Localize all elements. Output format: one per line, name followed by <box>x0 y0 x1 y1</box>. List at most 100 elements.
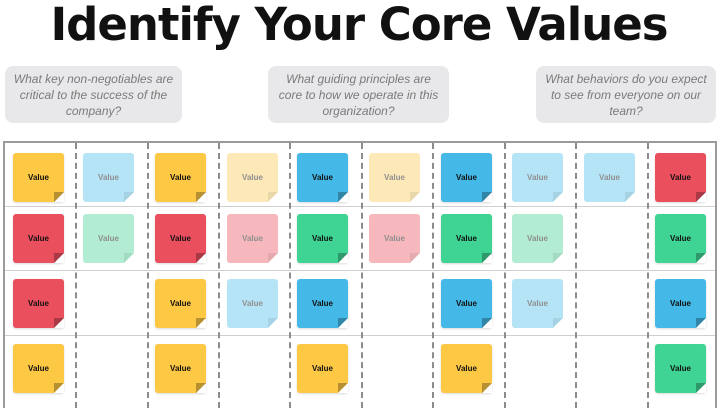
page-curl-icon <box>553 318 563 328</box>
sticky-note-value[interactable]: Value <box>227 214 278 263</box>
sticky-note-value[interactable]: Value <box>369 153 420 202</box>
page-curl-shadow <box>268 192 278 202</box>
sticky-note-value[interactable]: Value <box>13 344 64 393</box>
column-divider <box>575 143 577 408</box>
page-curl-shadow <box>54 192 64 202</box>
sticky-note-label: Value <box>242 234 263 243</box>
page-curl-icon <box>410 192 420 202</box>
sticky-note-label: Value <box>527 299 548 308</box>
page-curl-shadow <box>696 318 706 328</box>
sticky-note-label: Value <box>98 173 119 182</box>
sticky-note-value[interactable]: Value <box>655 344 706 393</box>
sticky-note-value[interactable]: Value <box>655 153 706 202</box>
page-curl-icon <box>625 192 635 202</box>
sticky-note-value[interactable]: Value <box>369 214 420 263</box>
page-curl-icon <box>268 253 278 263</box>
sticky-note-value[interactable]: Value <box>512 214 563 263</box>
sticky-note-value[interactable]: Value <box>13 153 64 202</box>
sticky-note-value[interactable]: Value <box>297 214 348 263</box>
sticky-note-value[interactable]: Value <box>155 214 206 263</box>
row-divider <box>5 206 715 207</box>
sticky-note-label: Value <box>312 173 333 182</box>
sticky-note-value[interactable]: Value <box>441 153 492 202</box>
sticky-note-value[interactable]: Value <box>13 214 64 263</box>
column-divider <box>432 143 434 408</box>
page-curl-shadow <box>268 318 278 328</box>
sticky-note-label: Value <box>170 299 191 308</box>
page-curl-shadow <box>268 253 278 263</box>
sticky-note-value[interactable]: Value <box>441 279 492 328</box>
prompt-bubble-behaviors: What behaviors do you expect to see from… <box>536 66 716 123</box>
page-curl-shadow <box>696 192 706 202</box>
sticky-note-value[interactable]: Value <box>83 153 134 202</box>
sticky-note-label: Value <box>456 299 477 308</box>
page-curl-shadow <box>124 253 134 263</box>
page-curl-icon <box>124 192 134 202</box>
sticky-note-label: Value <box>170 364 191 373</box>
column-divider <box>289 143 291 408</box>
page-curl-shadow <box>410 253 420 263</box>
page-curl-shadow <box>54 253 64 263</box>
sticky-note-value[interactable]: Value <box>512 153 563 202</box>
page-curl-icon <box>338 192 348 202</box>
sticky-note-value[interactable]: Value <box>227 153 278 202</box>
column-divider <box>647 143 649 408</box>
page-curl-icon <box>196 383 206 393</box>
column-divider <box>147 143 149 408</box>
sticky-note-value[interactable]: Value <box>512 279 563 328</box>
page-curl-icon <box>696 383 706 393</box>
page-curl-icon <box>482 192 492 202</box>
sticky-note-value[interactable]: Value <box>83 214 134 263</box>
sticky-note-label: Value <box>384 173 405 182</box>
sticky-note-value[interactable]: Value <box>155 279 206 328</box>
sticky-note-value[interactable]: Value <box>655 214 706 263</box>
page-curl-icon <box>553 253 563 263</box>
page-curl-icon <box>124 253 134 263</box>
page-curl-shadow <box>338 383 348 393</box>
sticky-note-value[interactable]: Value <box>297 279 348 328</box>
sticky-note-label: Value <box>456 234 477 243</box>
page-curl-shadow <box>625 192 635 202</box>
page-curl-icon <box>696 192 706 202</box>
column-divider <box>218 143 220 408</box>
sticky-note-value[interactable]: Value <box>13 279 64 328</box>
page-curl-shadow <box>54 383 64 393</box>
page-curl-shadow <box>338 253 348 263</box>
sticky-note-label: Value <box>456 173 477 182</box>
page-curl-shadow <box>553 318 563 328</box>
sticky-note-label: Value <box>527 173 548 182</box>
sticky-note-value[interactable]: Value <box>297 344 348 393</box>
sticky-note-label: Value <box>242 173 263 182</box>
sticky-note-label: Value <box>170 234 191 243</box>
page-curl-icon <box>338 253 348 263</box>
sticky-note-label: Value <box>28 234 49 243</box>
page-title: Identify Your Core Values <box>50 0 668 51</box>
sticky-note-value[interactable]: Value <box>155 344 206 393</box>
sticky-note-value[interactable]: Value <box>227 279 278 328</box>
sticky-note-label: Value <box>670 234 691 243</box>
sticky-note-label: Value <box>28 173 49 182</box>
sticky-note-value[interactable]: Value <box>655 279 706 328</box>
page-curl-icon <box>196 192 206 202</box>
page-curl-shadow <box>696 253 706 263</box>
page-curl-icon <box>410 253 420 263</box>
page-curl-shadow <box>196 383 206 393</box>
sticky-note-value[interactable]: Value <box>155 153 206 202</box>
row-divider <box>5 270 715 271</box>
page-curl-icon <box>268 192 278 202</box>
sticky-note-value[interactable]: Value <box>441 344 492 393</box>
page-curl-shadow <box>196 192 206 202</box>
sticky-note-value[interactable]: Value <box>584 153 635 202</box>
page-curl-icon <box>553 192 563 202</box>
page-curl-shadow <box>410 192 420 202</box>
sticky-note-value[interactable]: Value <box>297 153 348 202</box>
page-curl-shadow <box>338 192 348 202</box>
page-curl-shadow <box>482 383 492 393</box>
page-curl-icon <box>54 192 64 202</box>
sticky-note-label: Value <box>312 234 333 243</box>
column-divider <box>361 143 363 408</box>
sticky-note-label: Value <box>28 299 49 308</box>
page-curl-shadow <box>696 383 706 393</box>
sticky-note-board: Value Value Value Value Value Value Value Value… <box>3 141 717 408</box>
sticky-note-value[interactable]: Value <box>441 214 492 263</box>
